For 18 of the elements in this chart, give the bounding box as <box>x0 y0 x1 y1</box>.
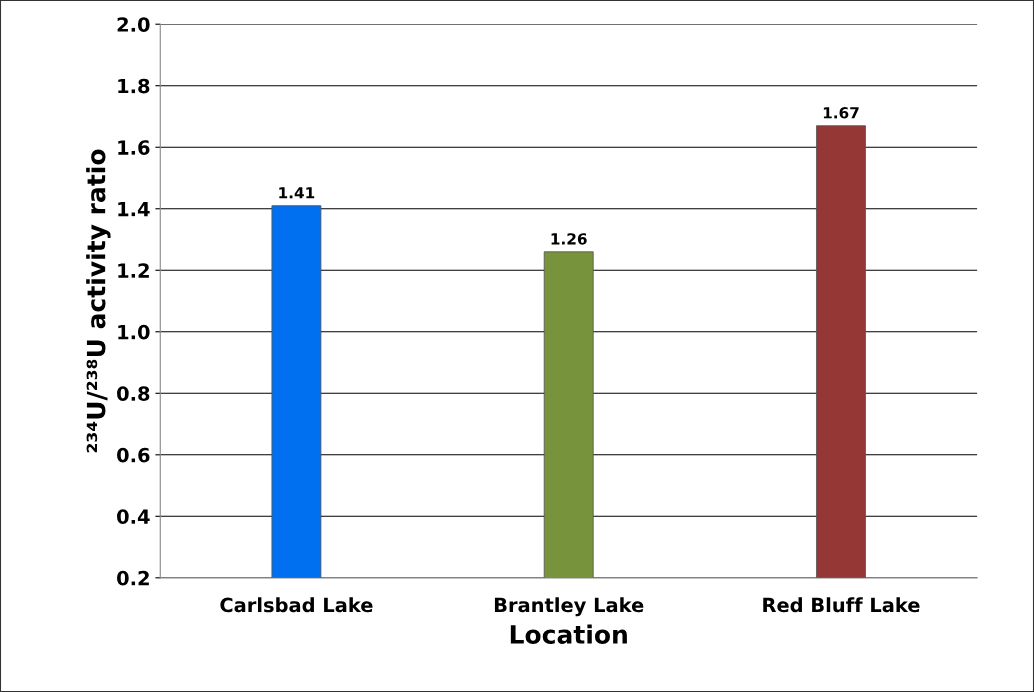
y-tick-label: 1.4 <box>118 201 150 217</box>
x-tick-label: Brantley Lake <box>494 597 644 617</box>
y-tick-label: 0.2 <box>117 570 149 586</box>
y-tick-label: 0.8 <box>117 386 150 401</box>
data-label: 1.67 <box>823 107 859 119</box>
y-tick-label: 1.8 <box>118 78 150 94</box>
data-label: 1.26 <box>551 233 587 245</box>
x-tick-label: Red Bluff Lake <box>763 597 920 613</box>
data-label: 1.41 <box>279 187 315 199</box>
y-tick-label: 1.2 <box>118 263 149 278</box>
x-axis-title: Location <box>510 624 627 644</box>
x-tick-label: Carlsbad Lake <box>220 597 373 613</box>
y-tick-label: 2.0 <box>117 17 150 32</box>
y-axis-title: ²³⁴U/²³⁸U activity ratio <box>86 149 111 453</box>
y-tick-label: 1.0 <box>118 324 150 340</box>
y-tick-label: 0.6 <box>117 447 150 463</box>
y-tick-label: 1.6 <box>118 140 150 155</box>
y-tick-label: 0.4 <box>117 509 150 524</box>
